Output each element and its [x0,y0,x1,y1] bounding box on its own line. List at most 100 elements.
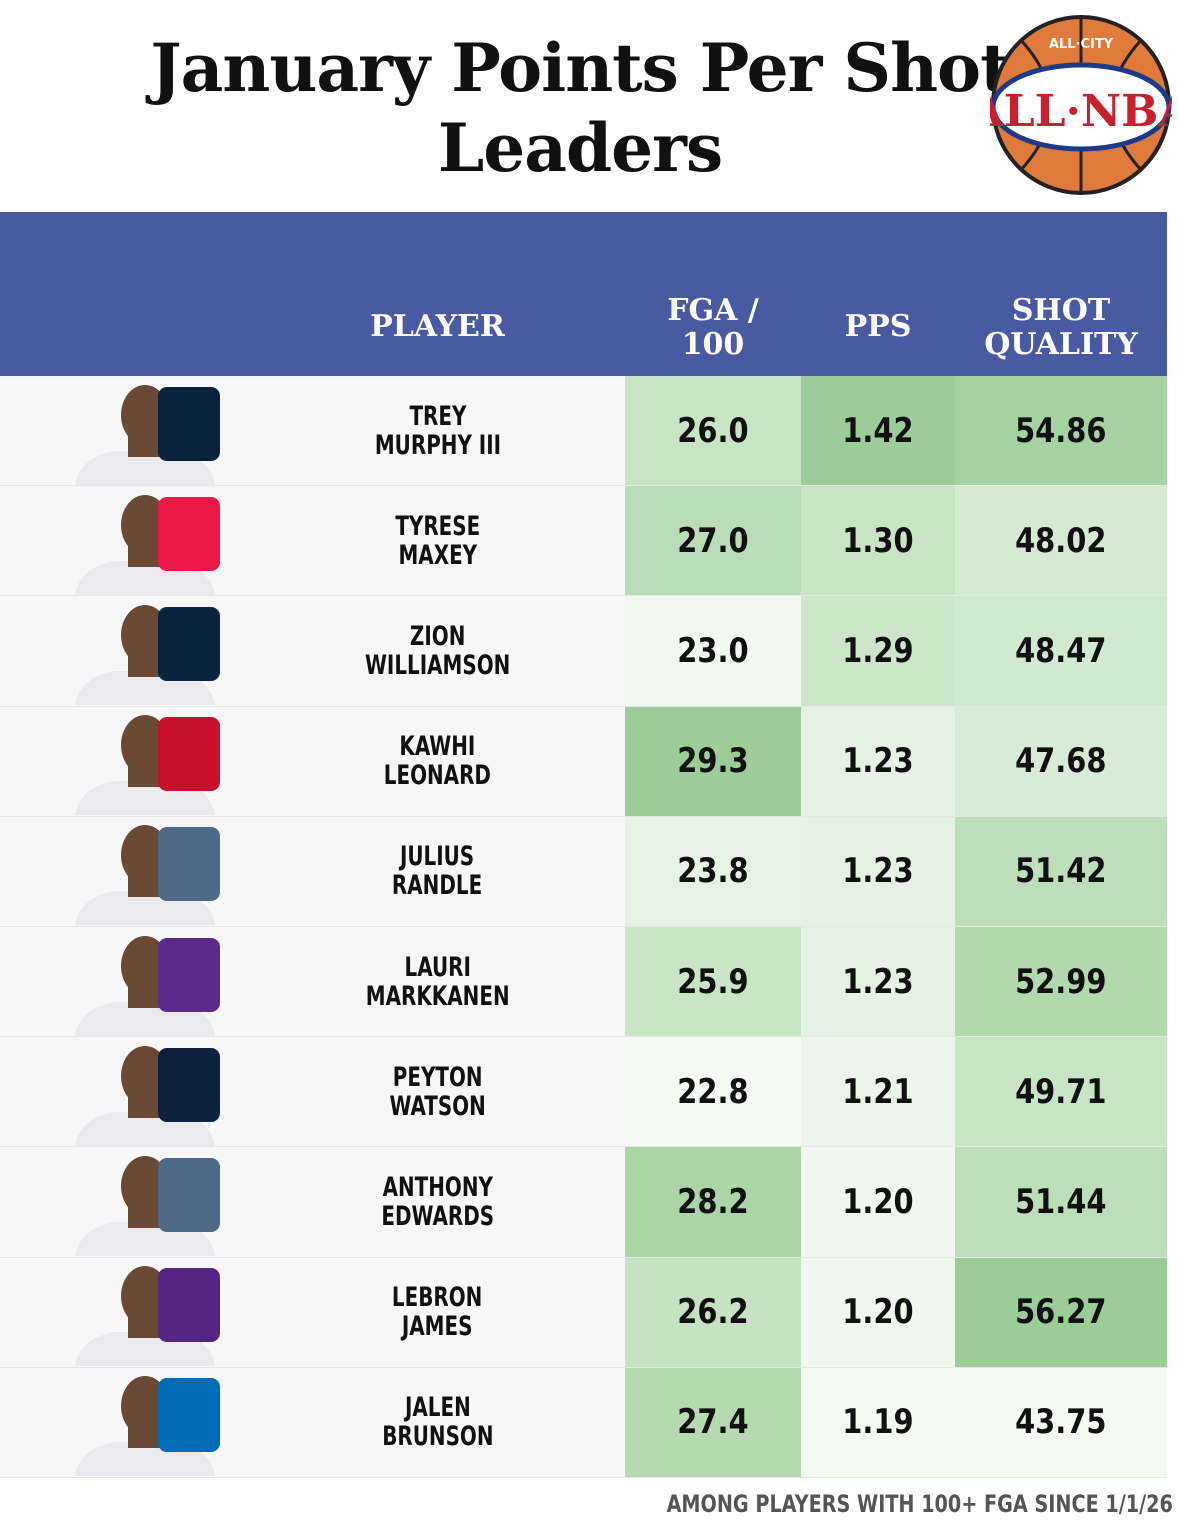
player-name-text: ZION WILLIAMSON [364,620,511,681]
table-row: LEBRON JAMES 26.2 1.20 56.27 [0,1257,1167,1368]
player-photo-cell [0,1037,250,1147]
nuggets-logo-icon [158,1047,220,1122]
pps-value: 1.30 [842,520,914,561]
pps-cell: 1.23 [801,926,955,1037]
clippers-logo-icon [158,717,220,792]
fga-cell: 23.8 [625,816,801,926]
fga-cell: 22.8 [625,1037,801,1147]
pps-value: 1.19 [842,1402,914,1443]
sq-value: 51.44 [1015,1181,1107,1222]
sq-cell: 48.47 [955,596,1167,706]
fga-cell: 28.2 [625,1147,801,1257]
player-photo-cell [0,1367,250,1477]
table-row: PEYTON WATSON 22.8 1.21 49.71 [0,1037,1167,1148]
player-headshot [70,1148,220,1256]
sq-value: 48.47 [1015,630,1107,671]
fga-value: 23.0 [677,630,749,671]
pps-cell: 1.30 [801,486,955,596]
sq-value: 54.86 [1015,410,1107,451]
sq-value: 51.42 [1015,851,1107,892]
pps-value: 1.23 [842,741,914,782]
fga-value: 27.0 [677,520,749,561]
player-headshot [70,1038,220,1146]
player-headshot [70,928,220,1036]
fga-cell: 29.3 [625,706,801,816]
pps-value: 1.42 [842,410,914,451]
player-name: KAWHI LEONARD [250,706,625,816]
player-headshot [70,1368,220,1477]
timberwolves-logo-icon [158,1157,220,1232]
fga-value: 26.0 [677,410,749,451]
table-row: JALEN BRUNSON 27.4 1.19 43.75 [0,1367,1167,1478]
pps-cell: 1.23 [801,816,955,926]
player-photo-cell [0,706,250,816]
fga-cell: 26.2 [625,1257,801,1367]
fga-cell: 27.4 [625,1367,801,1477]
sq-cell: 49.71 [955,1037,1167,1147]
header-fga: FGA / 100 [667,293,759,362]
player-name: TREY MURPHY III [250,376,625,486]
player-headshot [70,597,220,705]
table-row: JULIUS RANDLE 23.8 1.23 51.42 [0,816,1167,927]
player-name: ZION WILLIAMSON [250,596,625,706]
sq-cell: 47.68 [955,706,1167,816]
table-header: PLAYER FGA / 100 PPS SHOT QUALITY [0,212,1167,376]
player-name-text: TREY MURPHY III [374,400,501,461]
player-name: LEBRON JAMES [250,1257,625,1367]
table-row: TYRESE MAXEY 27.0 1.30 48.02 [0,486,1167,597]
pps-value: 1.20 [842,1181,914,1222]
pps-cell: 1.19 [801,1367,955,1477]
player-headshot [70,817,220,926]
player-photo-cell [0,376,250,486]
fga-value: 29.3 [677,741,749,782]
sq-value: 47.68 [1015,741,1107,782]
leaders-table: PLAYER FGA / 100 PPS SHOT QUALITY TREY M… [0,212,1167,1478]
sq-cell: 48.02 [955,486,1167,596]
header-pps: PPS [844,309,912,344]
fga-value: 25.9 [677,961,749,1002]
player-name-text: TYRESE MAXEY [395,510,480,571]
pps-cell: 1.42 [801,376,955,486]
player-name: PEYTON WATSON [250,1037,625,1147]
pps-cell: 1.20 [801,1257,955,1367]
footnote: AMONG PLAYERS WITH 100+ FGA SINCE 1/1/26 [540,1490,1173,1518]
lakers-logo-icon [158,1268,220,1343]
sq-value: 43.75 [1015,1402,1107,1443]
sq-cell: 56.27 [955,1257,1167,1367]
pps-value: 1.20 [842,1292,914,1333]
svg-text:ALL·CITY: ALL·CITY [1049,37,1114,52]
table-row: ANTHONY EDWARDS 28.2 1.20 51.44 [0,1147,1167,1258]
pps-value: 1.23 [842,851,914,892]
fga-cell: 25.9 [625,926,801,1037]
player-headshot [70,487,220,595]
player-name-text: PEYTON WATSON [389,1061,486,1122]
pps-cell: 1.23 [801,706,955,816]
player-name-text: LAURI MARKKANEN [365,951,510,1012]
76ers-logo-icon [158,496,220,571]
page-title: January Points Per Shot Leaders [150,29,1010,187]
pps-cell: 1.29 [801,596,955,706]
player-name-text: LEBRON JAMES [392,1282,483,1343]
sq-value: 49.71 [1015,1071,1107,1112]
table-row: LAURI MARKKANEN 25.9 1.23 52.99 [0,926,1167,1038]
sq-value: 48.02 [1015,520,1107,561]
player-photo-cell [0,816,250,926]
pps-value: 1.23 [842,961,914,1002]
table-row: TREY MURPHY III 26.0 1.42 54.86 [0,376,1167,487]
player-name: ANTHONY EDWARDS [250,1147,625,1257]
player-name-text: JALEN BRUNSON [381,1392,494,1453]
footnote-text: AMONG PLAYERS WITH 100+ FGA SINCE 1/1/26 [666,1490,1173,1518]
player-photo-cell [0,596,250,706]
header-player: PLAYER [370,309,505,344]
fga-value: 28.2 [677,1181,749,1222]
sq-cell: 54.86 [955,376,1167,486]
fga-cell: 23.0 [625,596,801,706]
player-photo-cell [0,1147,250,1257]
player-name-text: ANTHONY EDWARDS [381,1171,494,1232]
header-shot-quality: SHOT QUALITY [984,293,1138,362]
fga-cell: 26.0 [625,376,801,486]
table-row: ZION WILLIAMSON 23.0 1.29 48.47 [0,596,1167,707]
sq-cell: 51.44 [955,1147,1167,1257]
player-headshot [70,1258,220,1367]
fga-cell: 27.0 [625,486,801,596]
